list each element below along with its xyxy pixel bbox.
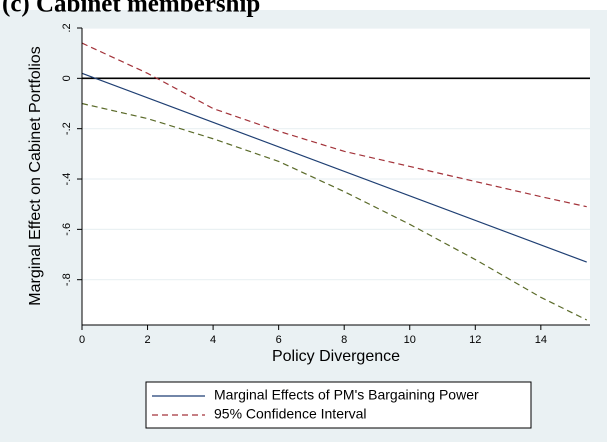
x-tick-label-2: 4 (210, 334, 216, 346)
y-axis: .2 0 -.2 -.4 -.6 -.8 (61, 23, 83, 325)
x-tick-label-1: 2 (144, 334, 150, 346)
x-tick-label-3: 6 (276, 334, 282, 346)
series-group (81, 42, 587, 321)
y-tick-label-1: 0 (61, 75, 73, 81)
legend-label-confidence-interval: 95% Confidence Interval (214, 406, 367, 422)
y-tick-label-0: .2 (61, 23, 73, 32)
x-tick-label-7: 14 (535, 334, 547, 346)
chart-title: (c) Cabinet membership (2, 0, 260, 18)
series-marginal-effects-line (81, 72, 587, 263)
legend: Marginal Effects of PM's Bargaining Powe… (145, 381, 532, 429)
y-axis-label: Marginal Effect on Cabinet Portfolios (27, 46, 44, 305)
y-tick-label-4: -.6 (61, 223, 73, 236)
series-ci-lower-line (81, 102, 587, 321)
y-tick-label-5: -.8 (61, 273, 73, 286)
plot-area (82, 28, 590, 325)
x-tick-label-0: 0 (79, 334, 85, 346)
x-axis: 0 2 4 6 8 10 12 14 (79, 324, 590, 346)
x-tick-label-6: 12 (469, 334, 481, 346)
x-axis-label: Policy Divergence (272, 348, 400, 365)
x-tick-label-5: 10 (404, 334, 416, 346)
legend-box (145, 381, 532, 429)
y-tick-label-2: -.2 (61, 122, 73, 135)
grid-lines (82, 27, 590, 281)
legend-label-marginal-effects: Marginal Effects of PM's Bargaining Powe… (214, 387, 479, 403)
series-ci-upper-line (81, 42, 587, 208)
x-tick-label-4: 8 (341, 334, 347, 346)
y-tick-label-3: -.4 (61, 173, 73, 186)
